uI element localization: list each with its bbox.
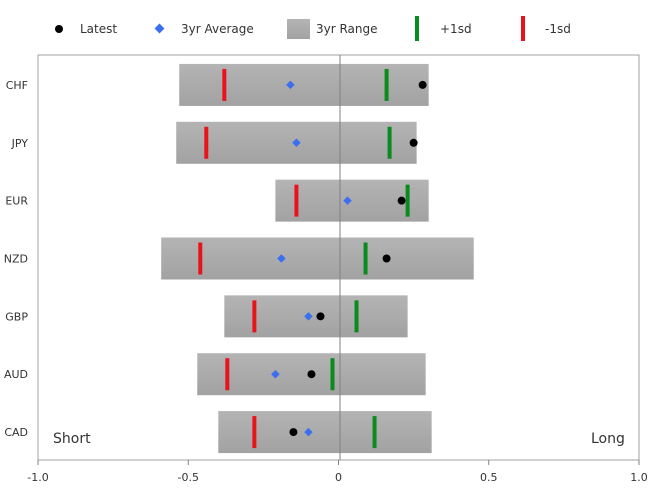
row-eur: EUR: [5, 179, 429, 222]
legend-latest-marker: [55, 25, 63, 33]
legend-minus1sd-label: -1sd: [545, 22, 571, 36]
row-aud: AUD: [4, 353, 426, 396]
legend: Latest 3yr Average 3yr Range +1sd -1sd: [55, 16, 571, 41]
y-tick-label-cad: CAD: [4, 426, 28, 439]
minus1sd-marker-jpy: [204, 126, 209, 159]
y-tick-label-chf: CHF: [6, 79, 28, 92]
y-tick-label-nzd: NZD: [4, 253, 28, 266]
latest-marker-aud: [307, 370, 316, 379]
plus1sd-marker-gbp: [354, 300, 359, 333]
x-axis: -1.0 -0.5 0 0.5 1.0: [27, 460, 648, 484]
plus1sd-marker-jpy: [387, 126, 392, 159]
plus1sd-marker-cad: [372, 416, 377, 449]
minus1sd-marker-cad: [252, 416, 257, 449]
latest-marker-nzd: [382, 254, 391, 263]
minus1sd-marker-eur: [294, 184, 299, 217]
avg-marker-jpy: [292, 138, 301, 148]
avg-marker-gbp: [304, 312, 313, 321]
x-tick-label: -1.0: [27, 471, 48, 484]
minus1sd-marker-aud: [225, 358, 230, 391]
avg-marker-cad: [304, 427, 313, 437]
legend-plus1sd-label: +1sd: [440, 22, 472, 36]
latest-marker-gbp: [316, 312, 325, 321]
avg-marker-eur: [343, 196, 352, 205]
range-bar-chf: [179, 63, 429, 106]
legend-plus1sd-marker: [415, 16, 419, 41]
minus1sd-marker-gbp: [252, 300, 257, 333]
row-cad: CAD: [4, 411, 432, 454]
annotation-short: Short: [53, 431, 91, 447]
row-jpy: JPY: [11, 121, 418, 164]
legend-range-label: 3yr Range: [316, 22, 378, 36]
legend-latest-label: Latest: [80, 22, 117, 36]
x-tick-label: 0.5: [480, 471, 498, 484]
x-tick-label: 1.0: [630, 471, 648, 484]
latest-marker-chf: [418, 80, 427, 89]
latest-marker-cad: [289, 428, 298, 437]
row-chf: CHF: [6, 63, 429, 106]
row-gbp: GBP: [5, 295, 408, 338]
plus1sd-marker-aud: [330, 358, 335, 391]
range-bar-nzd: [161, 237, 474, 280]
annotation-long: Long: [591, 431, 625, 447]
y-tick-label-aud: AUD: [4, 368, 28, 381]
row-nzd: NZD: [4, 237, 474, 280]
avg-marker-chf: [286, 80, 295, 90]
plus1sd-marker-chf: [384, 68, 389, 101]
minus1sd-marker-nzd: [198, 242, 203, 275]
range-bar-cad: [218, 411, 432, 454]
x-tick-label: -0.5: [178, 471, 199, 484]
plus1sd-marker-eur: [405, 184, 410, 217]
y-tick-label-eur: EUR: [5, 195, 28, 208]
avg-marker-aud: [271, 369, 280, 379]
minus1sd-marker-chf: [222, 68, 227, 101]
y-tick-label-gbp: GBP: [5, 310, 28, 323]
latest-marker-jpy: [409, 138, 418, 147]
latest-marker-eur: [397, 196, 406, 205]
legend-avg-marker: [154, 23, 165, 34]
range-bar-gbp: [224, 295, 408, 338]
data-rows: CHF JPY EUR NZD GBP AUD CAD: [4, 63, 474, 454]
legend-avg-label: 3yr Average: [181, 22, 254, 36]
plus1sd-marker-nzd: [363, 242, 368, 275]
legend-minus1sd-marker: [521, 16, 525, 41]
legend-range-swatch: [287, 19, 310, 39]
y-tick-label-jpy: JPY: [11, 137, 29, 150]
x-tick-label: 0: [335, 471, 342, 484]
avg-marker-nzd: [277, 254, 286, 263]
